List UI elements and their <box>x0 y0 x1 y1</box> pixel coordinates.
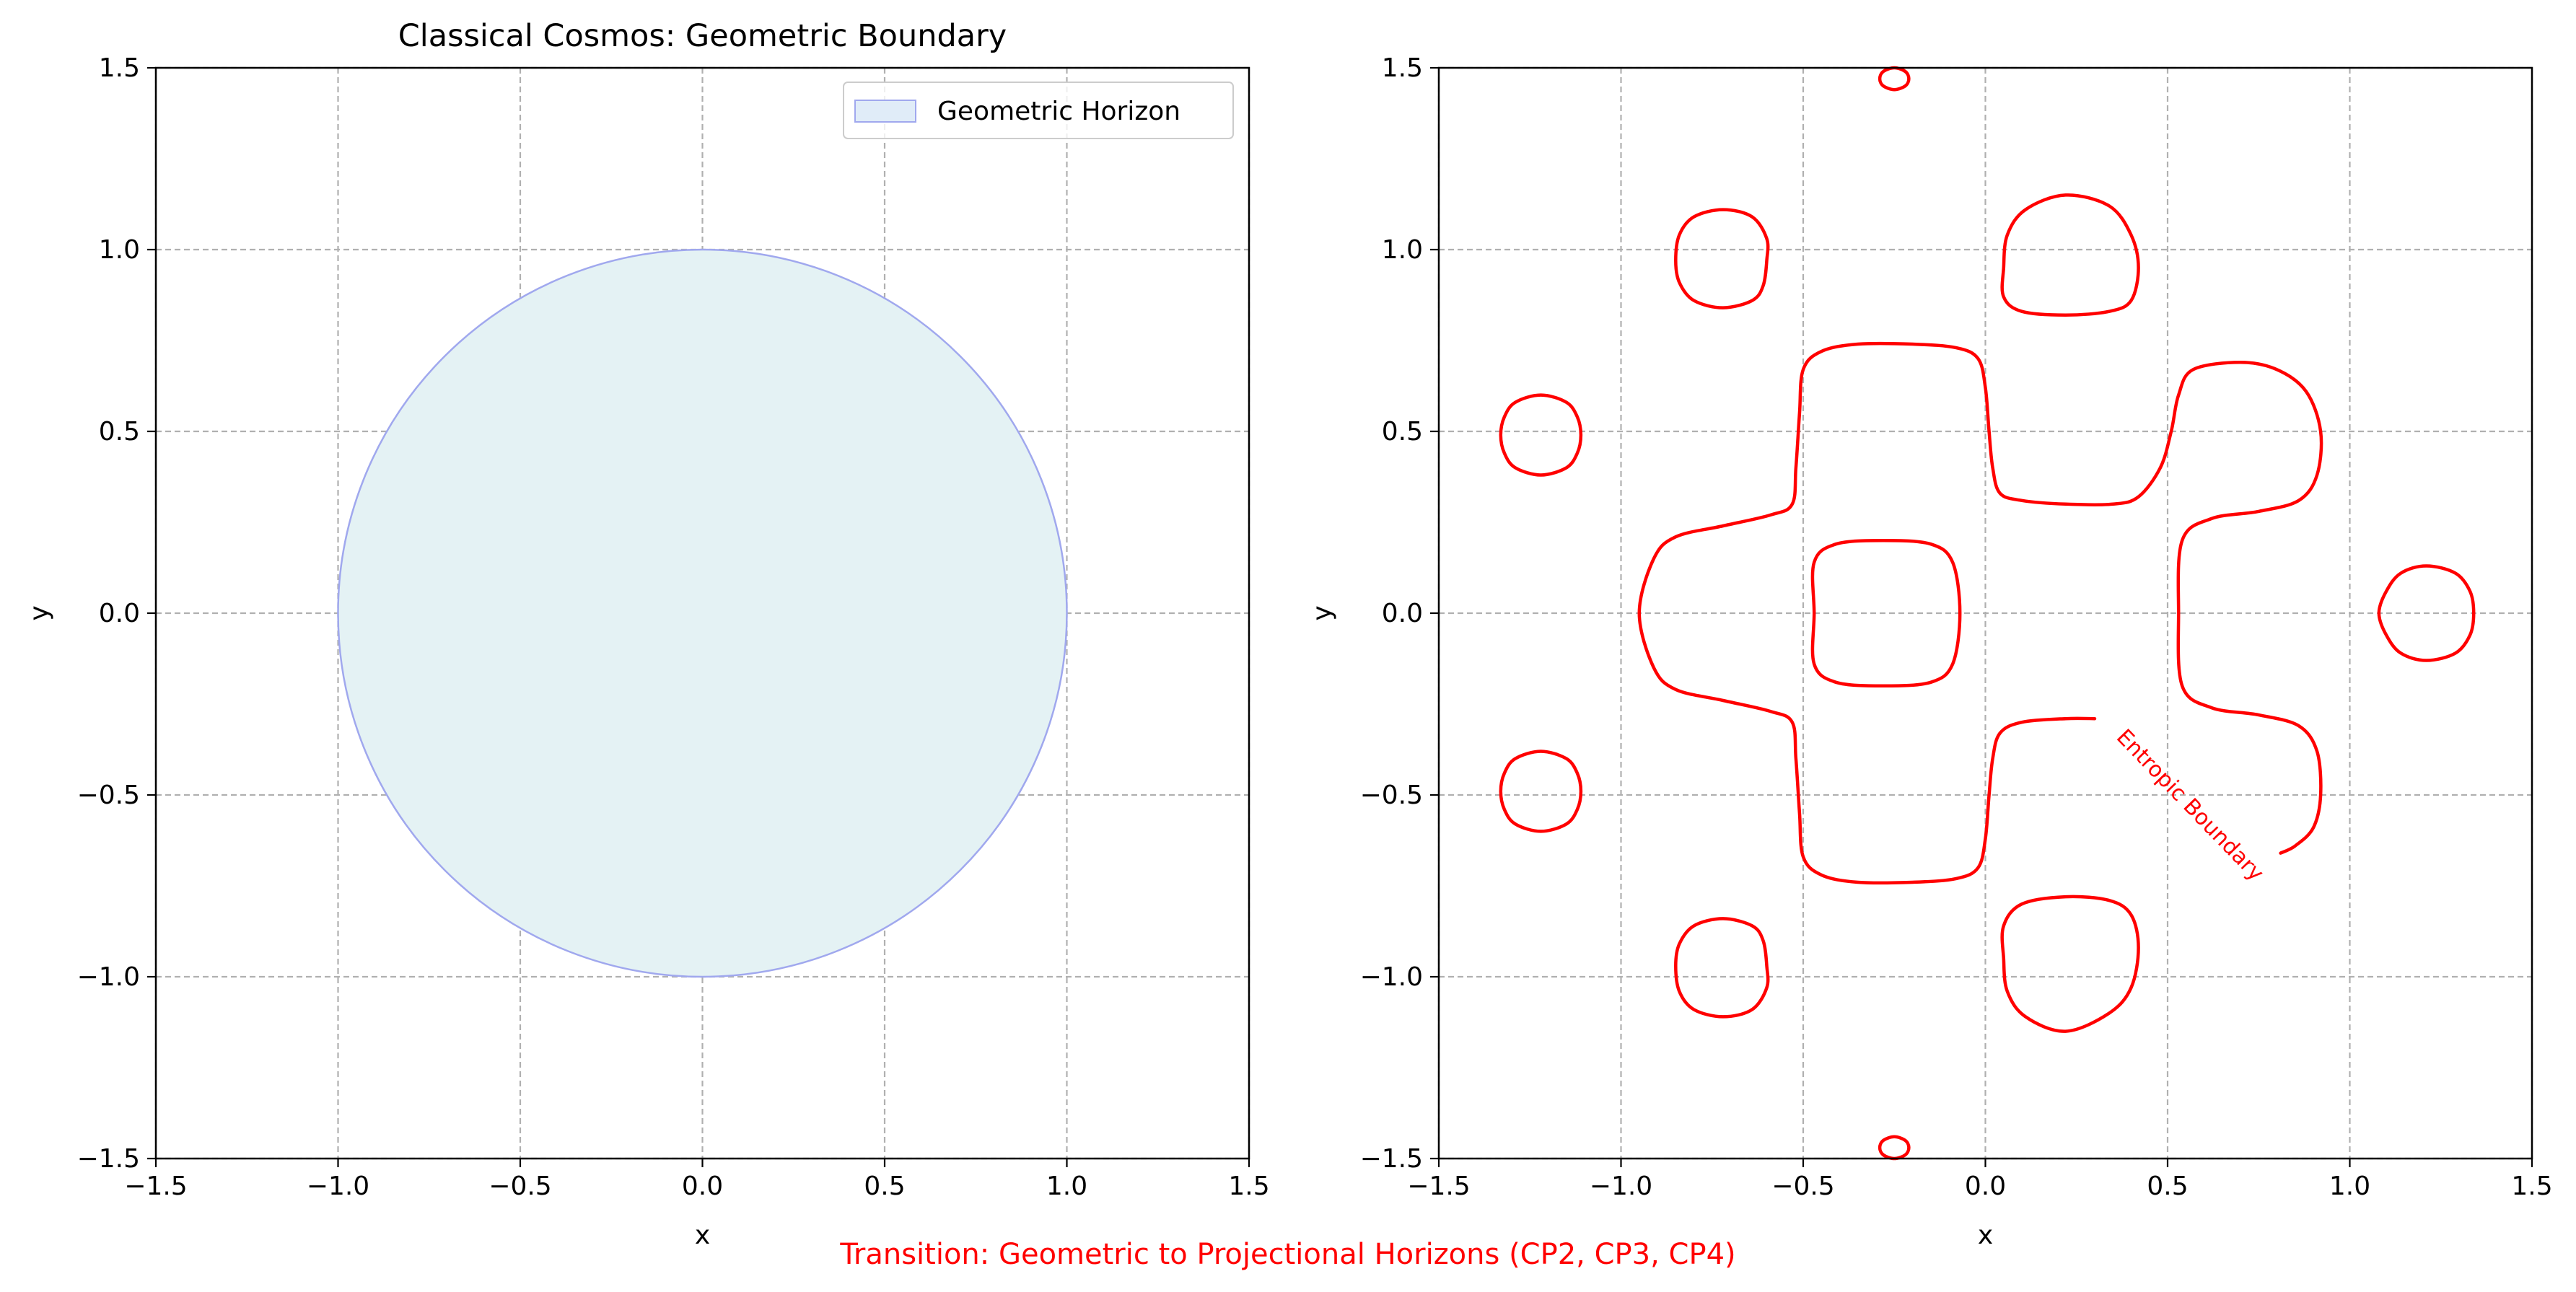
contour-loop-top-right <box>2000 193 2140 317</box>
x-tick-label: −1.0 <box>1590 1172 1652 1201</box>
x-tick-label: 1.0 <box>1046 1172 1087 1201</box>
x-axis-label: x <box>1978 1221 1993 1250</box>
legend-frame <box>843 82 1234 139</box>
legend: Geometric Horizon <box>843 82 1234 139</box>
y-tick-label: 0.5 <box>99 417 140 447</box>
x-axis-label: x <box>695 1221 710 1250</box>
axis-ticks: −1.5 −1.0 −0.5 0.0 0.5 1.0 1.5 −1.5 −1.0 −0.5 0.0 0… <box>1360 53 2553 1201</box>
contour-loop-top-left <box>1674 208 1770 309</box>
subplot-geometric-boundary: −1.5 −1.0 −0.5 0.0 0.5 1.0 1.5 −1.5 −1.0 −0.5 0.0 0… <box>25 18 1270 1250</box>
y-tick-label: −1.0 <box>77 962 140 992</box>
x-tick-label: 1.5 <box>1228 1172 1269 1201</box>
y-tick-label: −1.5 <box>77 1144 140 1174</box>
y-axis-label: y <box>25 605 54 620</box>
y-tick-label: 1.5 <box>99 53 140 83</box>
x-tick-label: 0.0 <box>1965 1172 2006 1201</box>
plot-area <box>1499 66 2476 1161</box>
axis-ticks: −1.5 −1.0 −0.5 0.0 0.5 1.0 1.5 −1.5 −1.0 −0.5 0.0 0… <box>77 53 1270 1201</box>
contour-loop-top-tiny <box>1878 66 1911 92</box>
contour-main-contour <box>1637 341 2323 885</box>
y-axis-label: y <box>1307 605 1337 620</box>
y-tick-label: 1.0 <box>99 235 140 265</box>
y-tick-label: −1.0 <box>1360 962 1423 992</box>
x-tick-label: −0.5 <box>1771 1172 1834 1201</box>
x-tick-label: 1.0 <box>2329 1172 2370 1201</box>
x-tick-label: −1.0 <box>307 1172 369 1201</box>
legend-label: Geometric Horizon <box>937 97 1180 126</box>
y-tick-label: 1.0 <box>1382 235 1423 265</box>
geometric-horizon-circle <box>337 248 1068 978</box>
contour-loop-left-upper <box>1499 393 1583 477</box>
x-tick-label: 0.5 <box>864 1172 905 1201</box>
legend-swatch <box>854 100 916 123</box>
y-tick-label: 0.5 <box>1382 417 1423 447</box>
x-tick-label: −1.5 <box>124 1172 187 1201</box>
contour-center-loop <box>1810 538 1962 688</box>
plot-area <box>337 248 1068 978</box>
x-tick-label: 1.5 <box>2511 1172 2552 1201</box>
contour-loop-bottom-right <box>2000 895 2140 1033</box>
contour-loop-left-lower <box>1499 750 1583 833</box>
y-tick-label: −0.5 <box>77 781 140 810</box>
y-tick-label: 0.0 <box>99 599 140 628</box>
contour-loop-right <box>2377 564 2476 662</box>
y-tick-label: 0.0 <box>1382 599 1423 628</box>
contour-loop-bottom-left <box>1674 917 1770 1019</box>
y-tick-label: 1.5 <box>1382 53 1423 83</box>
x-tick-label: −0.5 <box>489 1172 551 1201</box>
y-tick-label: −1.5 <box>1360 1144 1423 1174</box>
figure-caption: Transition: Geometric to Projectional Ho… <box>839 1238 1735 1271</box>
x-tick-label: 0.5 <box>2147 1172 2188 1201</box>
x-tick-label: −1.5 <box>1407 1172 1470 1201</box>
y-tick-label: −0.5 <box>1360 781 1423 810</box>
x-tick-label: 0.0 <box>682 1172 723 1201</box>
subplot-title: Classical Cosmos: Geometric Boundary <box>398 18 1007 54</box>
